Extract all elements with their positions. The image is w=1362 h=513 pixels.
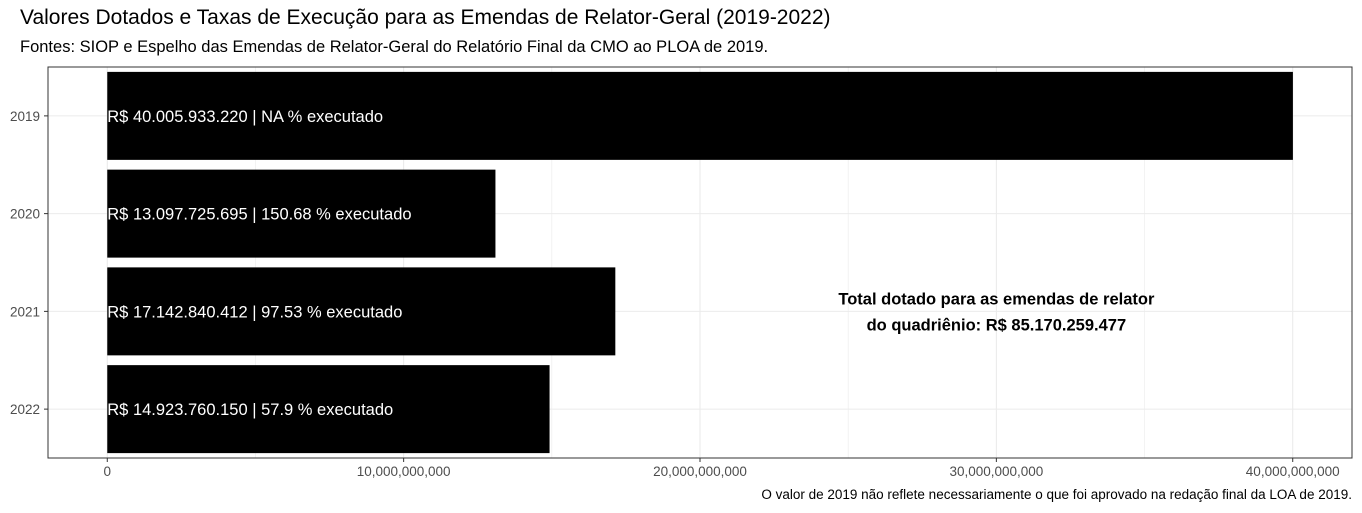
y-tick-label: 2019 (10, 109, 40, 124)
x-tick-label: 30,000,000,000 (949, 464, 1043, 479)
bar-2019 (107, 71, 1293, 160)
bar-label-2019: R$ 40.005.933.220 | NA % executado (107, 108, 383, 126)
bar-2020 (107, 169, 496, 258)
chart-title: Valores Dotados e Taxas de Execução para… (20, 6, 831, 29)
y-tick-label: 2021 (10, 304, 40, 319)
annotation-line: do quadriênio: R$ 85.170.259.477 (867, 316, 1127, 334)
x-tick-label: 10,000,000,000 (357, 464, 451, 479)
bar-label-2022: R$ 14.923.760.150 | 57.9 % executado (107, 401, 393, 419)
x-tick-label: 0 (104, 464, 112, 479)
y-tick-label: 2022 (10, 402, 40, 417)
chart-caption: O valor de 2019 não reflete necessariame… (761, 487, 1352, 502)
x-tick-label: 20,000,000,000 (653, 464, 747, 479)
bar-label-2021: R$ 17.142.840.412 | 97.53 % executado (107, 303, 402, 321)
x-tick-label: 40,000,000,000 (1246, 464, 1340, 479)
bar-label-2020: R$ 13.097.725.695 | 150.68 % executado (107, 206, 411, 224)
bar-2021 (107, 267, 616, 356)
chart-subtitle: Fontes: SIOP e Espelho das Emendas de Re… (20, 38, 769, 56)
y-tick-label: 2020 (10, 207, 40, 222)
annotation-line: Total dotado para as emendas de relator (838, 290, 1155, 308)
bar-2022 (107, 365, 550, 454)
